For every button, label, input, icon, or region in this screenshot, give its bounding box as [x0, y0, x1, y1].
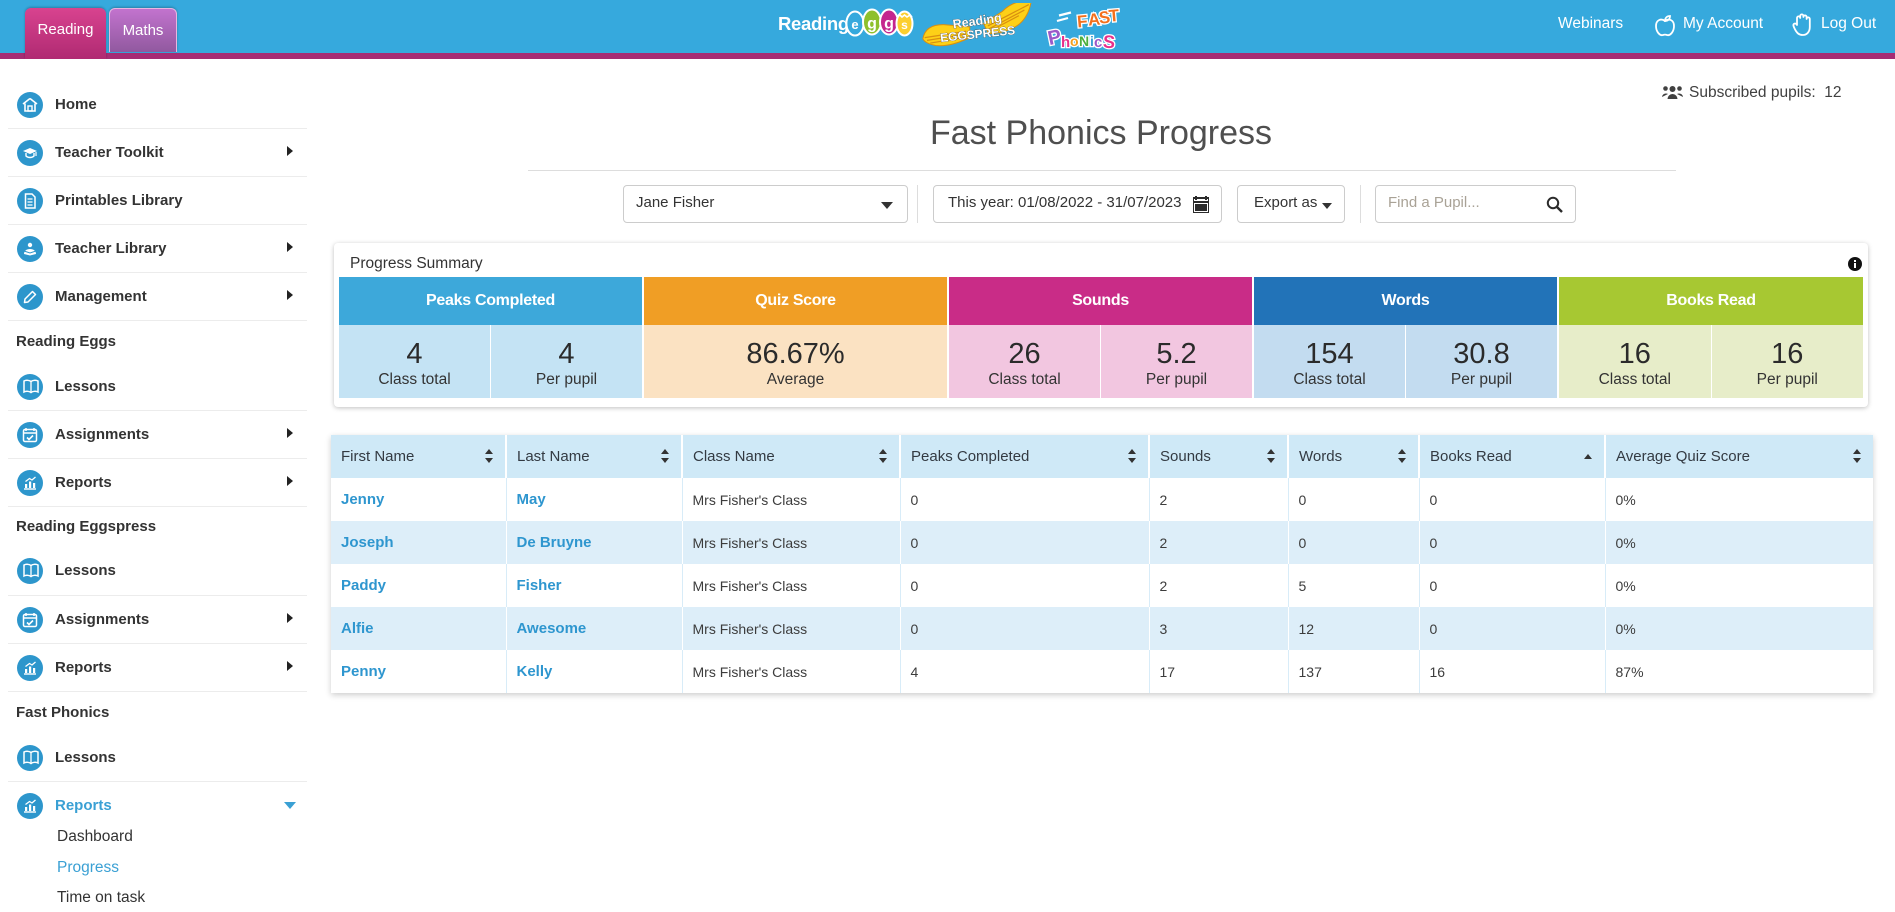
svg-text:Reading: Reading: [778, 13, 849, 34]
svg-text:S: S: [1102, 32, 1115, 52]
svg-text:i: i: [1090, 33, 1094, 49]
svg-text:e: e: [851, 17, 858, 32]
svg-text:g: g: [867, 16, 877, 33]
svg-text:s: s: [901, 18, 908, 32]
svg-text:o: o: [1070, 33, 1079, 49]
svg-text:S: S: [1098, 8, 1111, 28]
svg-text:T: T: [1108, 6, 1121, 26]
svg-text:F: F: [1076, 12, 1089, 32]
svg-text:c: c: [1094, 34, 1102, 51]
svg-text:N: N: [1079, 33, 1089, 49]
svg-text:A: A: [1087, 10, 1101, 30]
svg-text:P: P: [1046, 26, 1064, 50]
svg-text:g: g: [884, 16, 894, 33]
svg-text:h: h: [1061, 34, 1070, 51]
